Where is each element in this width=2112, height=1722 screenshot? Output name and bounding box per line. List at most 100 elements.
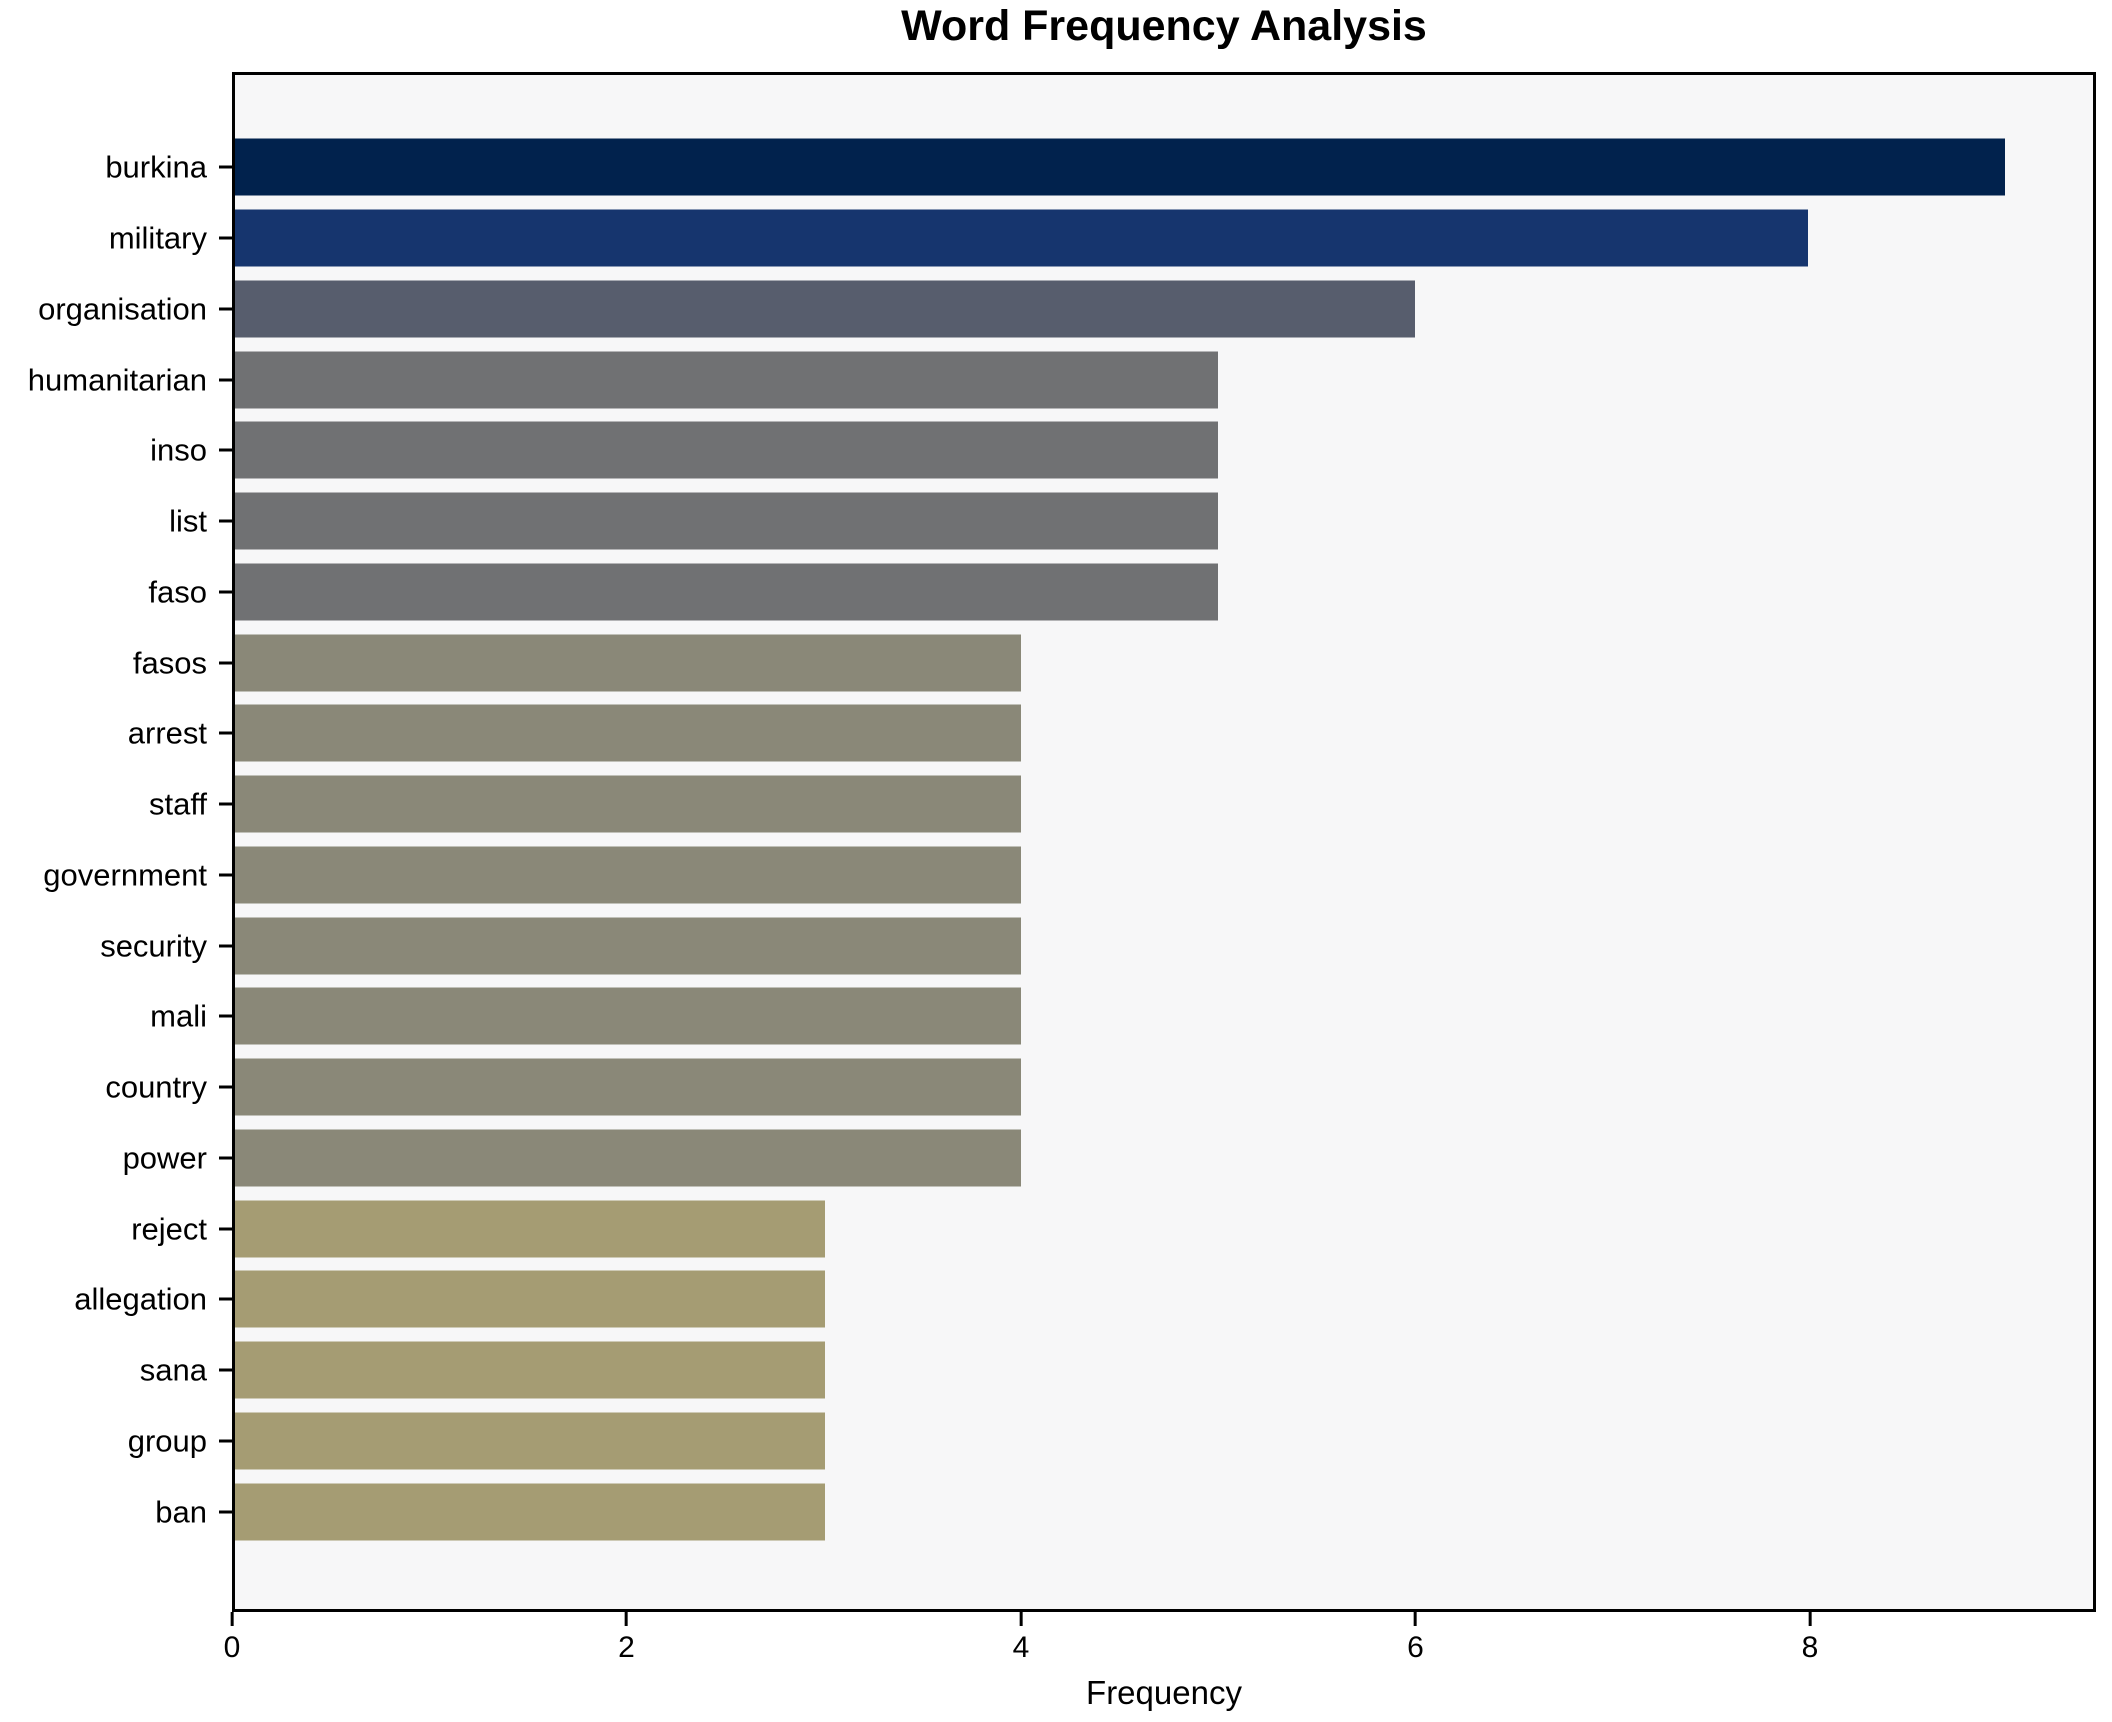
y-tick-label: sana [139, 1352, 207, 1388]
bar-rows: burkina military organisation humanitarian i… [28, 75, 2093, 1609]
bar [235, 1200, 825, 1258]
y-tick-label: fasos [132, 645, 207, 681]
y-tick-mark [219, 1297, 232, 1301]
y-tick-label: reject [131, 1211, 207, 1247]
y-tick-mark [219, 590, 232, 594]
y-tick-label: country [105, 1069, 207, 1105]
bar [235, 1058, 1022, 1116]
bar-row: military [109, 203, 2093, 274]
y-tick-label: staff [148, 786, 207, 822]
bar-row: fasos [133, 627, 2093, 698]
y-tick-mark [219, 1227, 232, 1231]
y-tick-label: allegation [74, 1281, 207, 1317]
bar [235, 846, 1022, 904]
x-tick-mark [1019, 1612, 1023, 1626]
y-tick-label: ban [155, 1494, 207, 1530]
x-tick: 6 [1407, 1612, 1424, 1663]
y-tick-label: mali [150, 998, 207, 1034]
bar-row: ban [155, 1476, 2093, 1547]
y-tick-label: power [122, 1140, 207, 1176]
y-tick-mark [219, 802, 232, 806]
bar-row: arrest [128, 698, 2093, 769]
bar-row: mali [150, 981, 2093, 1052]
y-tick-mark [219, 1085, 232, 1089]
y-tick-label: military [108, 220, 207, 256]
bar-row: list [169, 486, 2093, 557]
x-tick-mark [1808, 1612, 1812, 1626]
bar [235, 1341, 825, 1399]
x-tick-label: 0 [223, 1631, 241, 1664]
y-tick-label: group [127, 1423, 207, 1459]
y-tick-mark [219, 165, 232, 169]
y-tick-mark [219, 378, 232, 382]
bar [235, 563, 1219, 621]
bar [235, 704, 1022, 762]
bar [235, 987, 1022, 1045]
x-tick-label: 2 [618, 1631, 635, 1664]
x-tick: 8 [1801, 1612, 1819, 1664]
x-tick: 4 [1012, 1612, 1030, 1664]
bar [235, 351, 1219, 409]
bar-row: power [123, 1123, 2093, 1194]
y-tick-mark [219, 307, 232, 311]
bar [235, 138, 2005, 196]
y-tick-label: burkina [105, 149, 207, 185]
x-tick-label: 4 [1012, 1631, 1030, 1664]
bar-row: inso [150, 415, 2093, 486]
bar [235, 634, 1022, 692]
y-tick-label: security [100, 928, 207, 964]
bar-row: reject [131, 1193, 2093, 1264]
bar-row: allegation [74, 1264, 2093, 1335]
y-tick-mark [219, 873, 232, 877]
bar [235, 1270, 825, 1328]
y-tick-mark [219, 448, 232, 452]
bar [235, 209, 1808, 267]
x-tick-mark [624, 1612, 628, 1626]
y-tick-label: arrest [127, 715, 207, 751]
y-tick-mark [219, 1439, 232, 1443]
y-tick-mark [219, 1510, 232, 1514]
x-tick-label: 8 [1801, 1631, 1819, 1664]
bar [235, 492, 1219, 550]
bar-row: humanitarian [28, 344, 2093, 415]
y-tick-mark [219, 731, 232, 735]
y-tick-mark [219, 236, 232, 240]
x-tick: 0 [223, 1612, 241, 1664]
y-tick-label: list [169, 503, 207, 539]
x-axis-title: Frequency [1086, 1674, 1242, 1711]
chart-title: Word Frequency Analysis [901, 2, 1427, 50]
y-tick-label: inso [150, 432, 207, 468]
x-tick-label: 6 [1407, 1631, 1424, 1664]
bar-row: group [128, 1406, 2093, 1477]
y-tick-mark [219, 1368, 232, 1372]
bar-row: burkina [105, 132, 2093, 203]
bar [235, 1129, 1022, 1187]
y-tick-label: organisation [38, 291, 207, 327]
bar [235, 421, 1219, 479]
bar [235, 1483, 825, 1541]
bar-row: faso [148, 557, 2093, 628]
bar [235, 775, 1022, 833]
y-tick-mark [219, 944, 232, 948]
y-tick-label: government [43, 857, 207, 893]
bar-row: staff [149, 769, 2093, 840]
bar-row: government [43, 840, 2093, 911]
y-tick-label: faso [148, 574, 207, 610]
x-axis: 0 2 4 6 8 [224, 1612, 2096, 1678]
bar-row: sana [140, 1335, 2093, 1406]
y-tick-mark [219, 1014, 232, 1018]
bar-row: country [105, 1052, 2093, 1123]
y-tick-mark [219, 1156, 232, 1160]
bar-row: organisation [38, 274, 2093, 345]
bar-row: security [100, 910, 2093, 981]
y-tick-mark [219, 661, 232, 665]
y-tick-label: humanitarian [27, 362, 207, 398]
bar [235, 917, 1022, 975]
y-tick-mark [219, 519, 232, 523]
x-tick: 2 [618, 1612, 635, 1663]
bar [235, 280, 1415, 338]
plot-area: burkina military organisation humanitarian i… [28, 72, 2096, 1612]
x-tick-mark [1413, 1612, 1417, 1626]
bar [235, 1412, 825, 1470]
x-tick-mark [230, 1612, 234, 1626]
